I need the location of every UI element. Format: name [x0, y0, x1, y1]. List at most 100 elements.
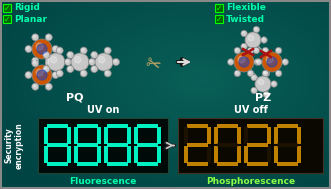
- Bar: [184, 127, 188, 144]
- Text: Planar: Planar: [14, 15, 47, 23]
- Bar: [215, 4, 223, 12]
- Circle shape: [58, 49, 60, 51]
- Circle shape: [43, 66, 50, 73]
- Bar: [217, 162, 238, 166]
- Circle shape: [56, 70, 63, 77]
- Circle shape: [275, 47, 282, 54]
- Circle shape: [58, 71, 60, 74]
- Circle shape: [45, 60, 52, 67]
- Bar: [157, 127, 161, 144]
- Circle shape: [53, 47, 56, 49]
- Bar: [277, 124, 298, 128]
- Circle shape: [258, 79, 264, 85]
- Bar: [187, 162, 208, 166]
- Circle shape: [256, 59, 262, 65]
- Circle shape: [25, 71, 32, 78]
- Circle shape: [32, 60, 39, 67]
- Circle shape: [255, 28, 257, 30]
- Bar: [44, 127, 48, 144]
- Text: ✓: ✓: [4, 4, 10, 12]
- Circle shape: [47, 53, 65, 71]
- Text: Rigid: Rigid: [14, 4, 40, 12]
- Bar: [137, 162, 158, 166]
- Circle shape: [263, 71, 266, 74]
- Circle shape: [248, 35, 254, 41]
- Circle shape: [262, 38, 264, 40]
- Text: Fluorescence: Fluorescence: [69, 177, 137, 185]
- Text: ✓: ✓: [216, 4, 222, 12]
- Circle shape: [264, 72, 267, 74]
- Bar: [215, 15, 223, 23]
- Circle shape: [263, 91, 269, 98]
- Circle shape: [71, 53, 89, 71]
- Circle shape: [82, 49, 84, 51]
- Circle shape: [26, 73, 29, 75]
- Circle shape: [32, 34, 39, 41]
- Bar: [107, 162, 128, 166]
- Bar: [274, 127, 278, 144]
- Circle shape: [47, 35, 49, 38]
- Bar: [137, 143, 158, 147]
- Circle shape: [43, 51, 50, 58]
- Circle shape: [92, 53, 95, 55]
- Bar: [217, 124, 238, 128]
- Circle shape: [80, 70, 87, 77]
- Circle shape: [67, 51, 74, 58]
- Circle shape: [25, 46, 32, 53]
- Bar: [214, 127, 218, 144]
- Circle shape: [45, 34, 52, 41]
- Circle shape: [262, 52, 282, 72]
- Circle shape: [32, 65, 52, 85]
- Circle shape: [242, 45, 244, 47]
- Bar: [74, 146, 78, 163]
- Text: PQ: PQ: [66, 93, 84, 103]
- Bar: [207, 127, 211, 144]
- Circle shape: [234, 47, 241, 54]
- Circle shape: [33, 35, 36, 38]
- Bar: [104, 127, 108, 144]
- Circle shape: [74, 57, 81, 63]
- Bar: [97, 127, 101, 144]
- Bar: [207, 146, 211, 163]
- Circle shape: [44, 67, 47, 69]
- Bar: [237, 146, 241, 163]
- Bar: [214, 146, 218, 163]
- Circle shape: [26, 47, 29, 49]
- Circle shape: [272, 82, 274, 84]
- Circle shape: [239, 57, 249, 67]
- Circle shape: [253, 47, 260, 54]
- Circle shape: [99, 57, 105, 63]
- Circle shape: [37, 44, 47, 54]
- Circle shape: [238, 56, 245, 63]
- Bar: [277, 162, 298, 166]
- Circle shape: [247, 70, 254, 77]
- Bar: [267, 146, 271, 163]
- Bar: [77, 162, 98, 166]
- Circle shape: [242, 32, 244, 34]
- Circle shape: [261, 37, 267, 43]
- Bar: [107, 124, 128, 128]
- Circle shape: [88, 59, 96, 66]
- Circle shape: [52, 46, 59, 53]
- Circle shape: [45, 83, 52, 90]
- Circle shape: [37, 70, 47, 80]
- Bar: [247, 162, 268, 166]
- Bar: [3, 15, 11, 23]
- Circle shape: [44, 53, 47, 55]
- Circle shape: [68, 67, 71, 69]
- Circle shape: [254, 59, 260, 65]
- Circle shape: [277, 71, 279, 74]
- Circle shape: [264, 93, 267, 95]
- Circle shape: [104, 47, 111, 54]
- Circle shape: [47, 61, 49, 64]
- Text: Security
encryption: Security encryption: [4, 122, 24, 169]
- Text: PZ: PZ: [255, 93, 271, 103]
- Circle shape: [251, 74, 257, 81]
- Circle shape: [228, 59, 234, 65]
- Circle shape: [32, 57, 39, 64]
- Text: UV off: UV off: [234, 105, 267, 115]
- Bar: [247, 124, 268, 128]
- Circle shape: [282, 59, 288, 65]
- Circle shape: [241, 43, 247, 50]
- Circle shape: [66, 60, 68, 62]
